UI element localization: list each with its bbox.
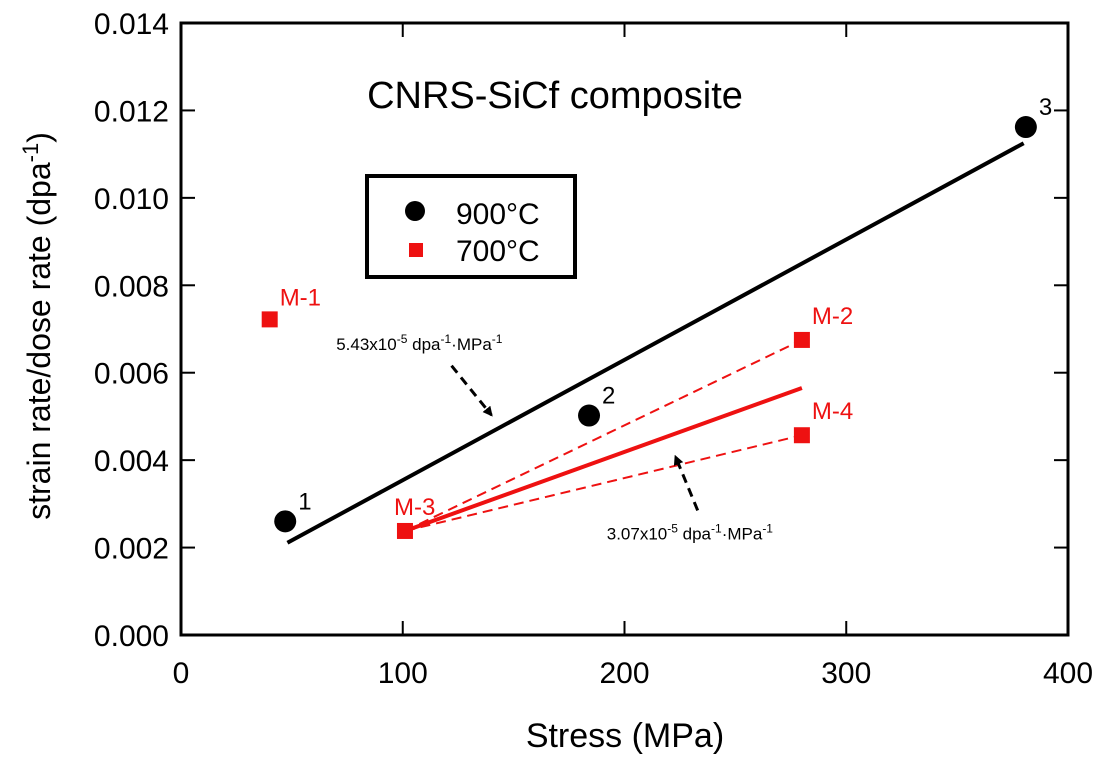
- point-900c-3: [1014, 116, 1037, 139]
- x-tick-label: 200: [599, 657, 649, 690]
- point-label: M-2: [812, 303, 853, 330]
- y-tick-label: 0.008: [94, 270, 169, 303]
- legend-label-700c: 700°C: [456, 235, 540, 268]
- point-label: M-3: [394, 494, 435, 521]
- y-tick-label: 0.012: [94, 95, 169, 128]
- point-900c-1: [274, 510, 297, 533]
- data-points: [261, 116, 1037, 539]
- legend-label-900c: 900°C: [456, 198, 540, 231]
- point-label: 2: [602, 383, 615, 410]
- y-tick-label: 0.000: [94, 620, 169, 653]
- point-700c-M-2: [793, 331, 810, 348]
- legend: 900°C 700°C: [365, 174, 577, 279]
- axis-ticks: 0 100 200 300 400 0.000 0.002 0.004 0.006 0.008 0.…: [94, 8, 1093, 690]
- fit-line-4: [404, 434, 803, 532]
- point-700c-M-1: [261, 311, 278, 328]
- chart-title: CNRS-SiCf composite: [367, 75, 743, 117]
- fit-line-1: [286, 141, 1025, 545]
- fit-line-3: [404, 339, 803, 532]
- annotations: 5.43x10-5 dpa-1·MPa-1 3.07x10-5 dpa-1·MPa…: [336, 332, 773, 544]
- annotation-arrow-2: [673, 454, 700, 511]
- point-label: M-4: [812, 398, 853, 425]
- y-tick-label: 0.006: [94, 358, 169, 391]
- legend-marker-900c: [405, 201, 425, 221]
- legend-marker-700c: [409, 243, 423, 257]
- point-900c-2: [578, 404, 601, 427]
- y-tick-label: 0.004: [94, 445, 169, 478]
- y-tick-label: 0.002: [94, 533, 169, 566]
- legend-box: [365, 174, 577, 279]
- y-axis-label-superscript: -1: [18, 143, 43, 163]
- slope-annotation-2: 3.07x10-5 dpa-1·MPa-1: [607, 522, 774, 544]
- annotation-arrow-1: [450, 364, 493, 417]
- y-tick-label: 0.010: [94, 183, 169, 216]
- point-label: 3: [1039, 94, 1052, 121]
- x-tick-label: 100: [378, 657, 428, 690]
- x-tick-label: 400: [1043, 657, 1093, 690]
- point-label: M-1: [280, 284, 321, 311]
- y-axis-label-main: strain rate/dose rate (dpa: [21, 162, 57, 520]
- fit-line-2: [404, 386, 803, 533]
- point-label: 1: [298, 488, 311, 515]
- x-axis-label: Stress (MPa): [526, 717, 724, 755]
- slope-annotation-1: 5.43x10-5 dpa-1·MPa-1: [336, 332, 503, 354]
- y-axis-label: strain rate/dose rate (dpa-1): [18, 132, 57, 520]
- x-tick-label: 0: [173, 657, 190, 690]
- fit-lines: [286, 141, 1025, 545]
- point-700c-M-4: [793, 427, 810, 444]
- point-labels: 1 2 3 M-1 M-2 M-3 M-4: [280, 94, 1053, 521]
- y-tick-label: 0.014: [94, 8, 169, 41]
- y-axis-label-end: ): [21, 132, 57, 143]
- point-700c-M-3: [396, 522, 413, 539]
- x-tick-label: 300: [821, 657, 871, 690]
